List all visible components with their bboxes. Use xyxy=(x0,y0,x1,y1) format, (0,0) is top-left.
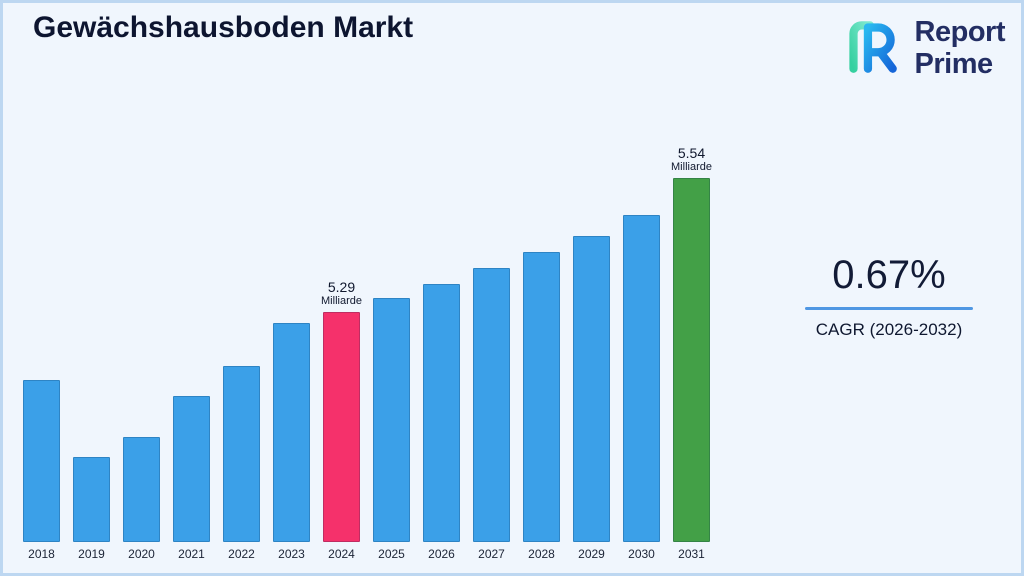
x-axis-label-2030: 2030 xyxy=(628,547,655,561)
bar-column-2029: 2029 xyxy=(573,236,610,561)
bar-2024 xyxy=(323,312,360,542)
page-title: Gewächshausboden Markt xyxy=(33,11,414,44)
bar-2021 xyxy=(173,396,210,542)
cagr-value: 0.67% xyxy=(832,253,946,297)
x-axis-label-2021: 2021 xyxy=(178,547,205,561)
bar-annotation-2024: 5.29 Milliarde xyxy=(321,279,362,307)
x-axis-label-2018: 2018 xyxy=(28,547,55,561)
x-axis-label-2024: 2024 xyxy=(328,547,355,561)
report-prime-logo: Report Prime xyxy=(837,13,1006,84)
x-axis-label-2029: 2029 xyxy=(578,547,605,561)
bar-2030 xyxy=(623,215,660,542)
bar-2023 xyxy=(273,323,310,542)
bar-annotation-2031: 5.54 Milliarde xyxy=(671,145,712,173)
logo-text-report: Report xyxy=(914,16,1006,49)
x-axis-label-2025: 2025 xyxy=(378,547,405,561)
bar-2031 xyxy=(673,178,710,542)
bar-2019 xyxy=(73,457,110,542)
bar-chart: 2018 2019 2020 2021 2022 2023 5.29 Milliarde 202… xyxy=(23,145,712,561)
logo-text-prime: Prime xyxy=(914,47,994,80)
bar-column-2021: 2021 xyxy=(173,396,210,561)
x-axis-label-2022: 2022 xyxy=(228,547,255,561)
bar-2027 xyxy=(473,268,510,542)
bar-2022 xyxy=(223,366,260,542)
cagr-underline xyxy=(805,307,973,310)
x-axis-label-2020: 2020 xyxy=(128,547,155,561)
bar-value-label: 5.29 xyxy=(327,279,356,295)
bar-column-2031: 5.54 Milliarde 2031 xyxy=(671,145,712,561)
x-axis-label-2023: 2023 xyxy=(278,547,305,561)
bar-value-label: 5.54 xyxy=(677,145,706,161)
bar-column-2020: 2020 xyxy=(123,437,160,561)
bar-column-2026: 2026 xyxy=(423,284,460,561)
cagr-block: 0.67% CAGR (2026-2032) xyxy=(801,253,977,340)
bar-2020 xyxy=(123,437,160,542)
bar-unit-label: Milliarde xyxy=(671,161,712,173)
bar-unit-label: Milliarde xyxy=(321,295,362,307)
bar-column-2024: 5.29 Milliarde 2024 xyxy=(321,279,362,561)
logo-text: Report Prime xyxy=(914,16,1006,80)
bar-column-2018: 2018 xyxy=(23,380,60,561)
bar-column-2028: 2028 xyxy=(523,252,560,561)
x-axis-label-2026: 2026 xyxy=(428,547,455,561)
bar-2029 xyxy=(573,236,610,542)
bar-column-2030: 2030 xyxy=(623,215,660,561)
x-axis-label-2031: 2031 xyxy=(678,547,705,561)
x-axis-label-2028: 2028 xyxy=(528,547,555,561)
bar-column-2022: 2022 xyxy=(223,366,260,561)
bar-2028 xyxy=(523,252,560,542)
x-axis-label-2027: 2027 xyxy=(478,547,505,561)
x-axis-label-2019: 2019 xyxy=(78,547,105,561)
report-prime-logo-icon xyxy=(837,13,903,84)
bar-2018 xyxy=(23,380,60,542)
bar-column-2023: 2023 xyxy=(273,323,310,561)
bar-column-2025: 2025 xyxy=(373,298,410,561)
bar-column-2027: 2027 xyxy=(473,268,510,561)
bar-2026 xyxy=(423,284,460,542)
cagr-label: CAGR (2026-2032) xyxy=(815,320,963,339)
bar-2025 xyxy=(373,298,410,542)
bar-column-2019: 2019 xyxy=(73,457,110,561)
